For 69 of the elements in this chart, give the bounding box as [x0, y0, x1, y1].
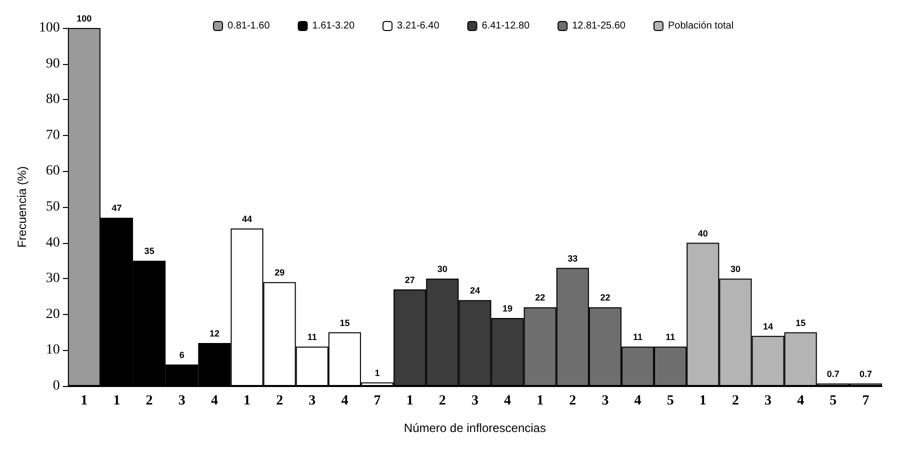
x-tick-label: 5 [666, 394, 674, 408]
x-tick-label: 1 [406, 394, 414, 408]
data-label: 33 [568, 253, 578, 264]
x-tick-label: 4 [797, 394, 804, 408]
legend-label: Población total [668, 20, 734, 32]
y-tick-label: 0 [52, 378, 60, 394]
legend-label: 6.41-12.80 [482, 20, 530, 32]
x-tick-label: 2 [569, 394, 576, 408]
data-label: 11 [633, 332, 643, 342]
x-tick-label: 2 [276, 394, 284, 408]
data-label: 15 [340, 318, 350, 328]
data-label: 15 [796, 318, 806, 328]
x-tick-label: 1 [80, 394, 88, 408]
data-label: 22 [600, 292, 610, 303]
y-tick-label: 20 [46, 306, 60, 322]
x-tick-label: 2 [732, 394, 739, 408]
x-tick-label: 1 [536, 394, 544, 408]
data-label: 11 [666, 332, 676, 342]
x-axis-title: Número de inflorescencias [404, 421, 546, 435]
x-tick-label: 3 [764, 394, 772, 408]
data-label: 12 [209, 328, 220, 339]
y-axis-title: Frecuencia (%) [15, 166, 29, 248]
data-label: 35 [144, 246, 154, 256]
y-tick-label: 60 [46, 164, 60, 179]
data-label: 29 [274, 268, 285, 278]
data-label: 0.7 [859, 368, 872, 379]
x-tick-label: 1 [699, 394, 706, 408]
data-label: 22 [535, 292, 546, 303]
x-tick-label: 2 [438, 394, 446, 408]
data-label: 24 [470, 286, 480, 296]
x-tick-label: 3 [178, 394, 186, 408]
x-tick-label: 5 [830, 394, 837, 408]
data-label: 27 [404, 274, 415, 285]
x-tick-label: 4 [210, 394, 218, 408]
legend-label: 1.61-3.20 [312, 20, 355, 32]
x-tick-label: 3 [308, 394, 316, 408]
data-label: 40 [698, 228, 708, 238]
y-tick-label: 100 [38, 20, 60, 36]
x-tick-label: 3 [471, 394, 478, 408]
data-label: 6 [179, 350, 184, 360]
legend-label: 0.81-1.60 [228, 20, 270, 32]
data-label: 30 [437, 264, 448, 274]
x-tick-label: 3 [602, 394, 609, 408]
data-label: 1 [374, 368, 380, 378]
y-tick-label: 30 [46, 271, 60, 286]
x-tick-label: 1 [244, 394, 250, 408]
y-tick-label: 90 [46, 56, 60, 72]
legend-label: 12.81-25.60 [572, 20, 626, 32]
data-label: 0.7 [826, 368, 840, 379]
data-label: 14 [763, 321, 774, 332]
data-label: 11 [307, 332, 317, 342]
x-tick-label: 4 [341, 394, 348, 408]
y-tick-label: 70 [46, 128, 60, 143]
data-label: 44 [242, 214, 252, 224]
data-label: 47 [112, 203, 122, 214]
x-tick-label: 4 [504, 394, 512, 408]
data-label: 30 [730, 264, 740, 274]
y-tick-label: 40 [46, 235, 60, 250]
y-tick-label: 10 [46, 342, 60, 358]
data-label: 100 [76, 14, 92, 24]
legend-label: 3.21-6.40 [397, 20, 440, 32]
data-label: 19 [502, 303, 513, 314]
x-tick-label: 2 [146, 394, 153, 408]
x-tick-label: 7 [862, 394, 870, 408]
x-tick-label: 4 [634, 394, 642, 408]
x-tick-label: 7 [374, 394, 381, 408]
y-tick-label: 80 [46, 92, 60, 108]
x-tick-label: 1 [113, 394, 120, 408]
y-tick-label: 50 [46, 200, 60, 214]
